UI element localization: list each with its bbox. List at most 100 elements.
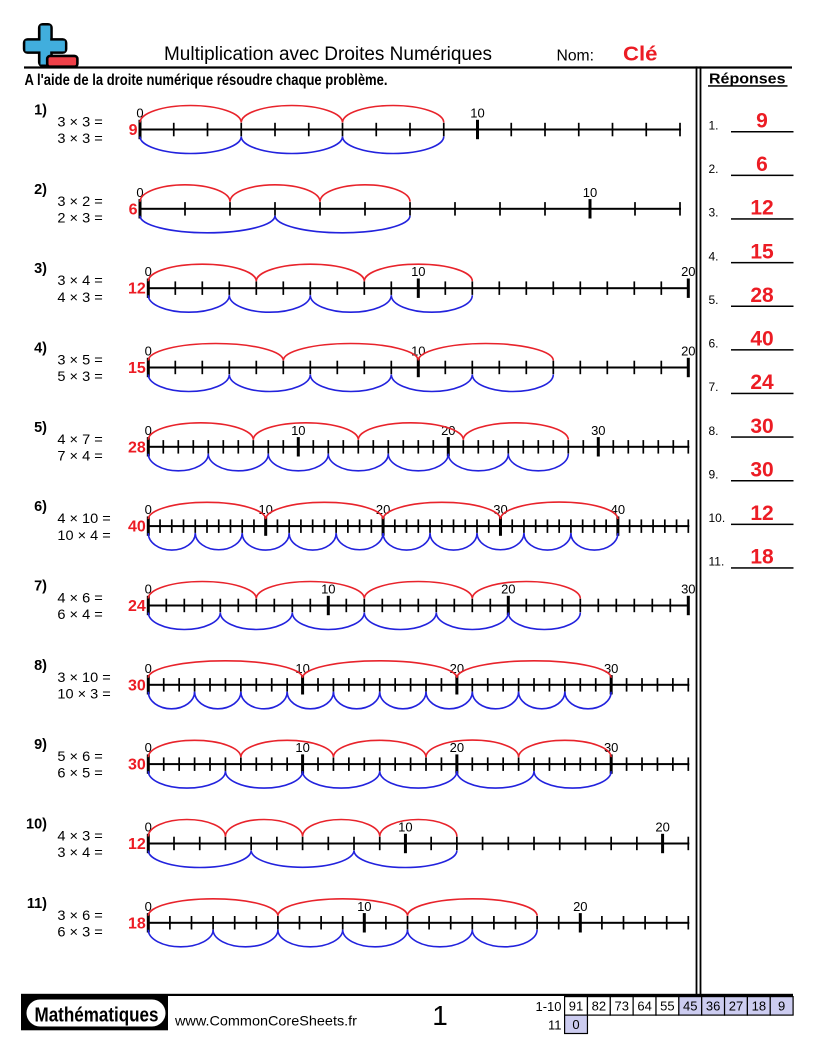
svg-text:0: 0: [572, 1017, 579, 1032]
svg-text:30: 30: [750, 415, 773, 438]
svg-text:3 × 10 =: 3 × 10 =: [57, 669, 110, 685]
svg-text:1.: 1.: [709, 119, 719, 133]
svg-text:0: 0: [145, 423, 152, 438]
svg-text:30: 30: [493, 502, 507, 517]
svg-text:Réponses: Réponses: [709, 71, 786, 88]
svg-text:7 × 4 =: 7 × 4 =: [57, 447, 102, 463]
svg-text:15: 15: [750, 240, 774, 263]
svg-text:10 × 3 =: 10 × 3 =: [57, 685, 110, 701]
svg-text:7.: 7.: [709, 380, 719, 394]
svg-text:30: 30: [604, 740, 618, 755]
svg-text:12: 12: [750, 197, 773, 220]
svg-text:18: 18: [752, 998, 766, 1013]
svg-text:6: 6: [129, 201, 138, 218]
svg-text:6 × 4 =: 6 × 4 =: [57, 606, 102, 622]
svg-text:40: 40: [750, 328, 773, 351]
svg-text:7): 7): [34, 579, 47, 595]
svg-text:6 × 3 =: 6 × 3 =: [57, 923, 102, 939]
svg-text:30: 30: [750, 459, 773, 482]
svg-text:20: 20: [681, 264, 695, 279]
svg-text:0: 0: [145, 344, 152, 359]
svg-text:4.: 4.: [709, 249, 719, 263]
svg-text:20: 20: [376, 502, 390, 517]
svg-text:8.: 8.: [709, 424, 719, 438]
svg-text:30: 30: [128, 757, 146, 774]
svg-text:9: 9: [778, 998, 785, 1013]
svg-text:5 × 6 =: 5 × 6 =: [57, 748, 102, 764]
svg-text:9: 9: [129, 122, 138, 139]
svg-text:0: 0: [145, 899, 152, 914]
svg-text:Mathématiques: Mathématiques: [35, 1005, 159, 1027]
svg-text:10 × 4 =: 10 × 4 =: [57, 527, 110, 543]
svg-text:27: 27: [729, 998, 743, 1013]
svg-text:11.: 11.: [709, 555, 725, 569]
svg-text:0: 0: [145, 661, 152, 676]
svg-text:A l'aide de la droite numériqu: A l'aide de la droite numérique résoudre…: [25, 72, 388, 89]
svg-text:18: 18: [750, 546, 774, 569]
svg-text:30: 30: [128, 677, 146, 694]
svg-text:30: 30: [681, 582, 695, 597]
svg-text:24: 24: [128, 598, 146, 615]
svg-text:82: 82: [592, 998, 606, 1013]
svg-text:10: 10: [411, 344, 425, 359]
svg-text:5.: 5.: [709, 293, 719, 307]
svg-text:4 × 7 =: 4 × 7 =: [57, 431, 102, 447]
svg-text:2): 2): [34, 182, 47, 198]
svg-text:9): 9): [34, 737, 47, 753]
svg-text:12: 12: [750, 502, 773, 525]
svg-text:30: 30: [604, 661, 618, 676]
svg-text:11: 11: [548, 1018, 562, 1033]
svg-text:2.: 2.: [709, 162, 719, 176]
svg-text:6: 6: [756, 153, 768, 176]
svg-text:10.: 10.: [709, 511, 726, 525]
svg-text:20: 20: [681, 344, 695, 359]
svg-text:3 × 6 =: 3 × 6 =: [57, 907, 102, 923]
svg-text:Clé: Clé: [623, 44, 658, 66]
svg-text:0: 0: [145, 502, 152, 517]
svg-text:5 × 3 =: 5 × 3 =: [57, 368, 102, 384]
svg-text:64: 64: [637, 998, 651, 1013]
svg-text:91: 91: [569, 998, 583, 1013]
svg-text:4 × 3 =: 4 × 3 =: [57, 828, 102, 844]
svg-text:10: 10: [411, 264, 425, 279]
svg-text:20: 20: [450, 740, 464, 755]
svg-text:4 × 3 =: 4 × 3 =: [57, 289, 102, 305]
svg-text:10: 10: [583, 185, 597, 200]
svg-text:9: 9: [756, 110, 768, 133]
svg-text:20: 20: [501, 582, 515, 597]
svg-text:Nom:: Nom:: [557, 48, 595, 65]
svg-text:4 × 10 =: 4 × 10 =: [57, 510, 110, 526]
svg-text:3 × 3 =: 3 × 3 =: [57, 130, 102, 146]
svg-text:4 × 6 =: 4 × 6 =: [57, 590, 102, 606]
svg-text:0: 0: [145, 740, 152, 755]
svg-text:10: 10: [321, 582, 335, 597]
svg-text:6): 6): [34, 499, 47, 515]
svg-text:55: 55: [660, 998, 674, 1013]
svg-text:6 × 5 =: 6 × 5 =: [57, 765, 102, 781]
svg-text:3 × 4 =: 3 × 4 =: [57, 272, 102, 288]
svg-text:12: 12: [128, 836, 146, 853]
svg-text:28: 28: [750, 284, 774, 307]
svg-text:18: 18: [128, 915, 146, 932]
svg-text:5): 5): [34, 420, 47, 436]
svg-text:11): 11): [27, 896, 47, 912]
svg-text:10): 10): [26, 817, 47, 833]
svg-text:40: 40: [128, 519, 146, 536]
svg-text:28: 28: [128, 439, 146, 456]
svg-text:40: 40: [611, 502, 625, 517]
svg-text:Multiplication avec Droites Nu: Multiplication avec Droites Numériques: [164, 44, 492, 65]
svg-text:0: 0: [145, 820, 152, 835]
svg-text:3): 3): [34, 261, 47, 277]
svg-text:45: 45: [683, 998, 697, 1013]
svg-text:20: 20: [655, 820, 669, 835]
svg-text:1-10: 1-10: [535, 999, 561, 1014]
svg-text:www.CommonCoreSheets.fr: www.CommonCoreSheets.fr: [174, 1013, 357, 1029]
svg-text:36: 36: [706, 998, 720, 1013]
svg-text:73: 73: [614, 998, 628, 1013]
svg-text:6.: 6.: [709, 337, 719, 351]
svg-text:9.: 9.: [709, 468, 719, 482]
svg-text:12: 12: [128, 281, 146, 298]
svg-text:10: 10: [357, 899, 371, 914]
svg-text:3 × 2 =: 3 × 2 =: [57, 193, 102, 209]
svg-text:4): 4): [34, 341, 47, 357]
